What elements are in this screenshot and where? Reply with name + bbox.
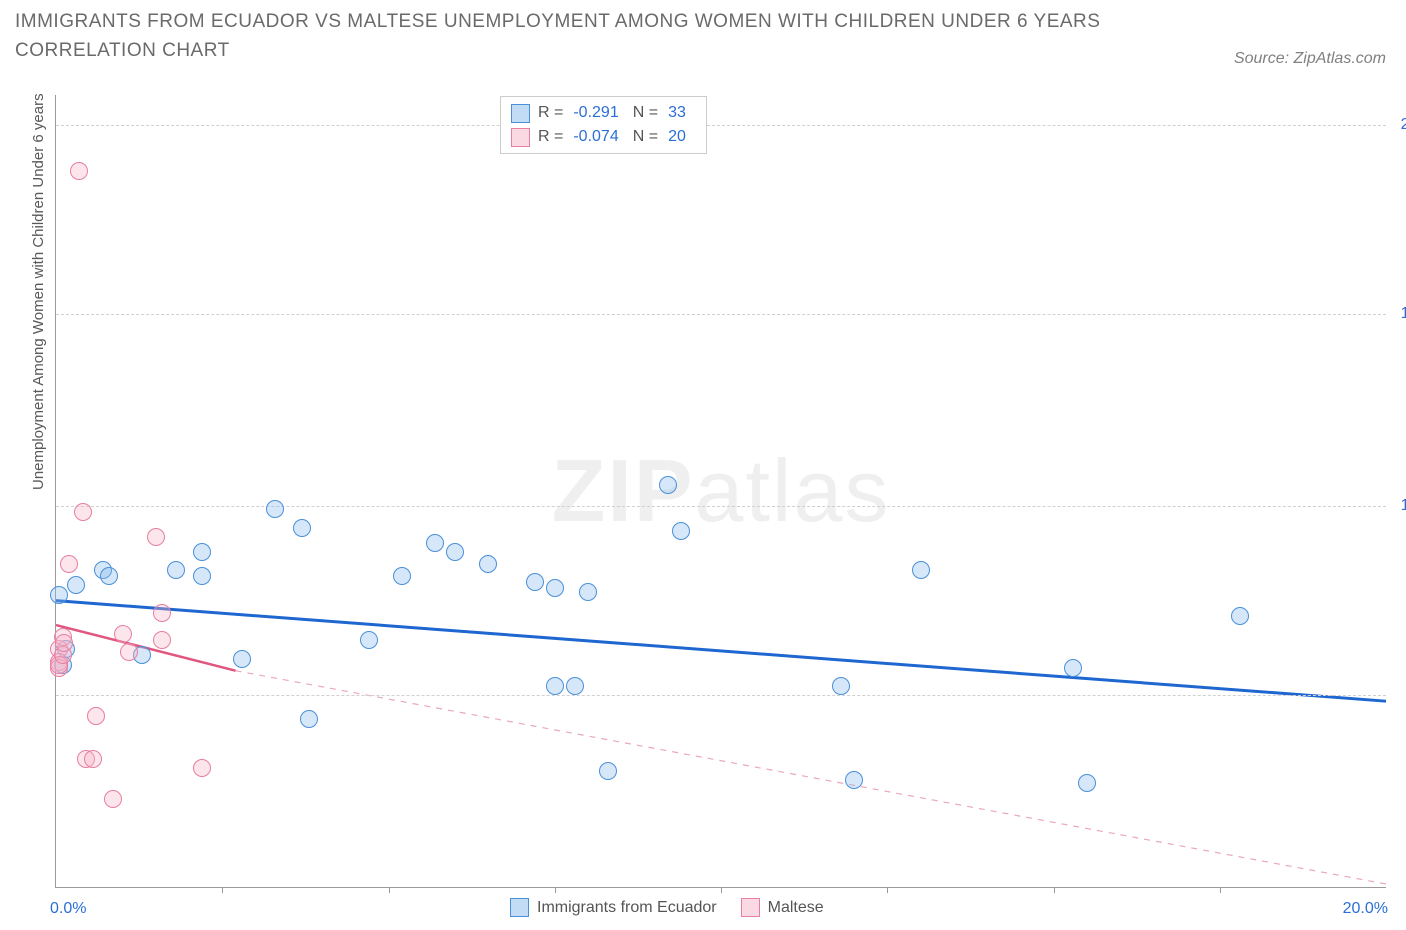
stats-n-value: 33 — [668, 101, 686, 125]
x-axis-max-label: 20.0% — [1343, 900, 1388, 918]
scatter-point — [70, 162, 88, 180]
trend-line — [56, 601, 1386, 702]
x-tick — [222, 887, 223, 893]
scatter-point — [479, 555, 497, 573]
stats-r-value: -0.074 — [573, 125, 618, 149]
scatter-point — [84, 750, 102, 768]
y-tick-label: 25.0% — [1391, 116, 1406, 134]
scatter-point — [114, 625, 132, 643]
stats-r-value: -0.291 — [573, 101, 618, 125]
x-tick — [555, 887, 556, 893]
scatter-point — [526, 573, 544, 591]
scatter-point — [546, 677, 564, 695]
scatter-point — [233, 650, 251, 668]
scatter-point — [266, 500, 284, 518]
scatter-point — [832, 677, 850, 695]
scatter-point — [566, 677, 584, 695]
scatter-point — [104, 790, 122, 808]
legend-label: Maltese — [768, 899, 824, 917]
scatter-point — [55, 634, 73, 652]
scatter-point — [659, 476, 677, 494]
stats-n-label: N = — [633, 125, 658, 149]
scatter-point — [599, 762, 617, 780]
gridline — [56, 314, 1386, 315]
scatter-point — [193, 567, 211, 585]
stats-r-label: R = — [538, 125, 563, 149]
scatter-point — [1078, 774, 1096, 792]
plot-area: ZIPatlas 6.3%12.5%18.8%25.0% — [55, 95, 1386, 888]
series-legend: Immigrants from Ecuador Maltese — [510, 898, 824, 917]
legend-item: Immigrants from Ecuador — [510, 898, 717, 917]
legend-swatch — [741, 898, 760, 917]
x-tick — [721, 887, 722, 893]
scatter-point — [360, 631, 378, 649]
scatter-point — [120, 643, 138, 661]
scatter-point — [293, 519, 311, 537]
stats-r-label: R = — [538, 101, 563, 125]
y-tick-label: 12.5% — [1391, 497, 1406, 515]
scatter-point — [1064, 659, 1082, 677]
y-axis-title: Unemployment Among Women with Children U… — [30, 93, 47, 490]
x-tick — [1220, 887, 1221, 893]
scatter-point — [193, 543, 211, 561]
scatter-point — [426, 534, 444, 552]
gridline — [56, 125, 1386, 126]
scatter-point — [167, 561, 185, 579]
scatter-point — [153, 604, 171, 622]
scatter-point — [100, 567, 118, 585]
legend-item: Maltese — [741, 898, 824, 917]
legend-swatch — [511, 104, 530, 123]
scatter-point — [67, 576, 85, 594]
stats-legend: R = -0.291 N = 33 R = -0.074 N = 20 — [500, 96, 707, 154]
legend-label: Immigrants from Ecuador — [537, 899, 717, 917]
x-axis-min-label: 0.0% — [50, 900, 86, 918]
scatter-point — [147, 528, 165, 546]
gridline — [56, 506, 1386, 507]
trend-lines-layer — [56, 95, 1386, 887]
scatter-point — [193, 759, 211, 777]
scatter-point — [50, 586, 68, 604]
scatter-point — [153, 631, 171, 649]
scatter-point — [546, 579, 564, 597]
scatter-point — [912, 561, 930, 579]
scatter-point — [60, 555, 78, 573]
chart-title: IMMIGRANTS FROM ECUADOR VS MALTESE UNEMP… — [15, 8, 1115, 65]
source-text: Source: ZipAtlas.com — [1234, 50, 1386, 68]
gridline — [56, 695, 1386, 696]
y-tick-label: 18.8% — [1391, 305, 1406, 323]
stats-legend-row: R = -0.291 N = 33 — [511, 101, 692, 125]
scatter-point — [446, 543, 464, 561]
x-tick — [389, 887, 390, 893]
scatter-point — [87, 707, 105, 725]
scatter-point — [579, 583, 597, 601]
scatter-point — [393, 567, 411, 585]
scatter-point — [672, 522, 690, 540]
trend-line — [236, 671, 1386, 884]
legend-swatch — [511, 128, 530, 147]
scatter-point — [300, 710, 318, 728]
x-tick — [1054, 887, 1055, 893]
x-tick — [887, 887, 888, 893]
scatter-point — [1231, 607, 1249, 625]
y-tick-label: 6.3% — [1391, 686, 1406, 704]
stats-n-label: N = — [633, 101, 658, 125]
stats-legend-row: R = -0.074 N = 20 — [511, 125, 692, 149]
stats-n-value: 20 — [668, 125, 686, 149]
scatter-point — [845, 771, 863, 789]
legend-swatch — [510, 898, 529, 917]
scatter-point — [74, 503, 92, 521]
